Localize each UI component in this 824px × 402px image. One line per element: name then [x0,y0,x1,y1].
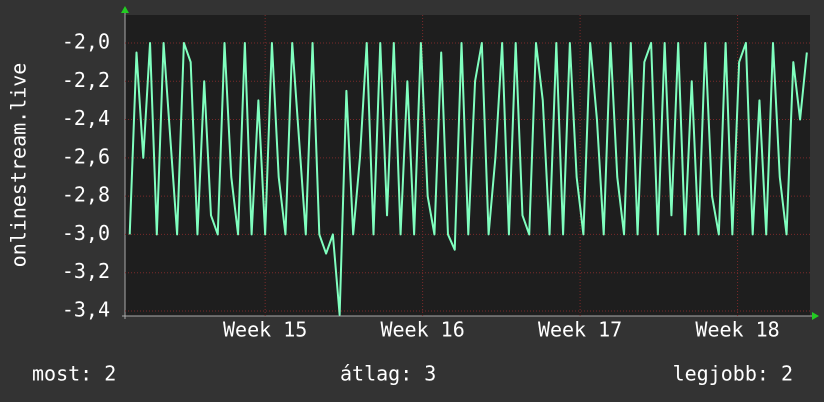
x-arrow [812,312,819,320]
data-line [128,41,808,316]
x-tick-label: Week 17 [538,318,622,342]
y-arrow [121,6,129,13]
y-tick-label: -2,0 [62,29,110,53]
y-tick-label: -2,4 [62,106,110,130]
y-tick-label: -2,6 [62,144,110,168]
footer-current: most: 2 [32,362,116,386]
footer-max: legjobb: 2 [673,362,793,386]
plot-area [125,15,810,316]
y-tick-label: -3,4 [62,298,110,322]
footer-average: átlag: 3 [340,362,436,386]
x-tick-label: Week 16 [380,318,464,342]
y-tick-label: -2,2 [62,68,110,92]
y-tick-label: -3,2 [62,259,110,283]
y-tick-label: -2,8 [62,183,110,207]
y-tick-label: -3,0 [62,221,110,245]
x-tick-label: Week 18 [695,318,779,342]
y-axis-label: onlinestream.live [7,63,31,268]
x-tick-label: Week 15 [223,318,307,342]
